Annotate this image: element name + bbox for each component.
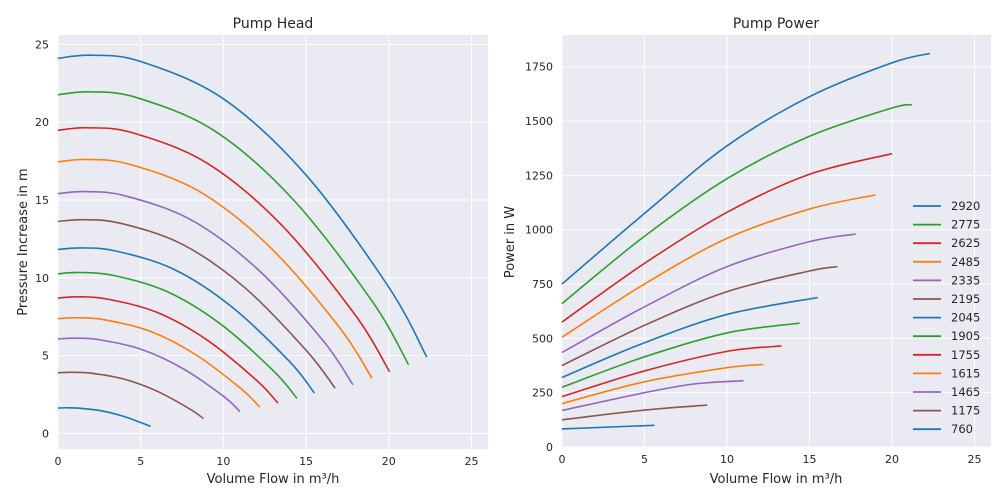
y-tick-label: 0 [546, 441, 553, 454]
series-line-760 [561, 424, 655, 430]
x-tick-label: 0 [559, 453, 566, 466]
series-line-2625 [561, 152, 893, 323]
legend-item: 2625 [913, 236, 980, 250]
y-tick-label: 1750 [525, 61, 553, 74]
legend-item: 1175 [913, 404, 980, 418]
legend-item: 1465 [913, 385, 980, 399]
legend-item: 1755 [913, 348, 980, 362]
legend-label: 1755 [951, 348, 980, 362]
legend: 2920 2775 2625 2485 2335 2195 2045 1905 1755 1615… [913, 199, 980, 436]
series-line-2045 [561, 296, 818, 379]
y-tick-label: 20 [35, 116, 49, 129]
legend-label: 1465 [951, 385, 980, 399]
legend-label: 2625 [951, 236, 980, 250]
series-line-2625 [57, 126, 391, 373]
plot-area [58, 35, 488, 449]
legend-label: 2195 [951, 292, 980, 306]
legend-label: 2045 [951, 311, 980, 325]
series-line-2335 [561, 233, 856, 354]
series-line-1615 [561, 363, 764, 405]
x-tick-label: 25 [968, 453, 982, 466]
series-line-2335 [57, 190, 354, 386]
y-tick-label: 25 [35, 38, 49, 51]
x-tick-label: 20 [382, 455, 396, 468]
series-line-1755 [561, 345, 782, 398]
chart-title: Pump Power [733, 16, 820, 32]
y-tick-label: 5 [42, 350, 49, 363]
plot-area [562, 35, 991, 447]
series-line-1175 [561, 404, 708, 421]
series-line-2775 [57, 90, 410, 365]
legend-label: 2485 [951, 255, 980, 269]
y-tick-label: 750 [532, 278, 553, 291]
chart-title: Pump Head [233, 16, 314, 32]
series-line-1465 [561, 379, 744, 412]
x-axis-label: Volume Flow in m³/h [710, 472, 843, 487]
y-tick-label: 250 [532, 387, 553, 400]
pump-head-chart: Pump Head Volume Flow in m³/h Pressure I… [16, 16, 488, 487]
legend-item: 2775 [913, 218, 980, 232]
x-tick-label: 0 [55, 455, 62, 468]
x-tick-label: 5 [137, 455, 144, 468]
legend-item: 760 [913, 422, 973, 436]
legend-item: 2485 [913, 255, 980, 269]
legend-item: 2335 [913, 273, 980, 287]
y-tick-label: 0 [42, 427, 49, 440]
series-line-2485 [57, 158, 373, 379]
series-line-1905 [57, 271, 298, 399]
series-line-2920 [561, 52, 931, 285]
series-line-760 [57, 406, 151, 428]
x-tick-label: 10 [216, 455, 230, 468]
y-tick-label: 500 [532, 332, 553, 345]
x-axis-label: Volume Flow in m³/h [207, 472, 340, 487]
x-tick-label: 20 [885, 453, 899, 466]
legend-item: 1615 [913, 366, 980, 380]
series-line-1905 [561, 322, 800, 388]
legend-item: 1905 [913, 329, 980, 343]
series-line-2775 [561, 103, 912, 305]
legend-label: 1175 [951, 404, 980, 418]
series-line-1615 [57, 316, 261, 408]
y-axis-label: Power in W [503, 206, 518, 278]
x-tick-label: 15 [803, 453, 817, 466]
legend-item: 2045 [913, 311, 980, 325]
series-line-1465 [57, 337, 241, 413]
pump-power-chart: Pump Power Volume Flow in m³/h Power in … [503, 16, 991, 487]
legend-item: 2195 [913, 292, 980, 306]
x-tick-label: 5 [641, 453, 648, 466]
y-tick-label: 1500 [525, 115, 553, 128]
x-tick-label: 25 [464, 455, 478, 468]
legend-label: 760 [951, 422, 973, 436]
legend-label: 2335 [951, 273, 980, 287]
legend-label: 1905 [951, 329, 980, 343]
series-line-2485 [561, 194, 876, 338]
series-line-2045 [57, 247, 315, 394]
x-tick-label: 10 [720, 453, 734, 466]
y-tick-label: 1250 [525, 169, 553, 182]
y-axis-label: Pressure Increase in m [16, 168, 31, 315]
series-line-1755 [57, 295, 279, 404]
series-line-1175 [57, 371, 205, 420]
y-tick-label: 15 [35, 194, 49, 207]
legend-label: 1615 [951, 366, 980, 380]
y-tick-label: 1000 [525, 224, 553, 237]
x-tick-label: 15 [299, 455, 313, 468]
y-tick-label: 10 [35, 272, 49, 285]
series-line-2920 [57, 54, 428, 358]
legend-label: 2775 [951, 218, 980, 232]
series-line-2195 [561, 265, 838, 367]
legend-label: 2920 [951, 199, 980, 213]
series-line-2195 [57, 218, 336, 389]
legend-item: 2920 [913, 199, 980, 213]
